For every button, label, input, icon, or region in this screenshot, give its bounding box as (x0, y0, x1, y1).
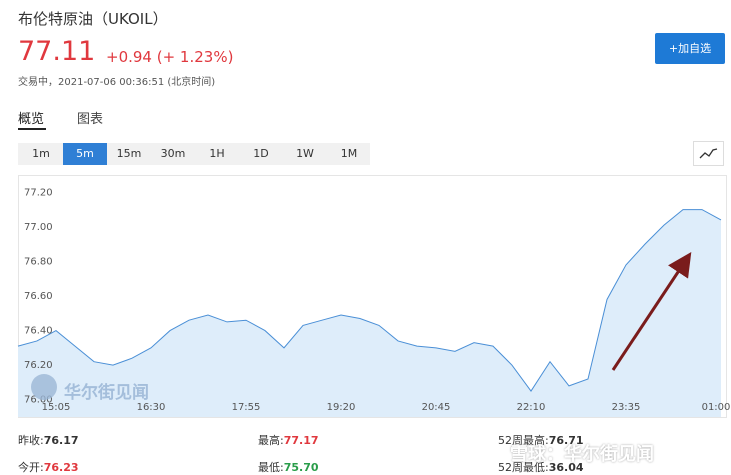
stat-value: 76.23 (43, 461, 79, 474)
x-tick-label: 16:30 (137, 402, 166, 413)
stat-label: 昨收: (18, 434, 44, 447)
stat: 昨收:76.17 (18, 432, 79, 448)
y-tick-label: 76.60 (24, 291, 53, 302)
x-tick-label: 01:00 (702, 402, 731, 413)
stat-value: 75.70 (283, 461, 319, 474)
stat-value: 76.17 (43, 434, 79, 447)
chart-style-button[interactable] (693, 141, 724, 166)
x-tick-label: 19:20 (327, 402, 356, 413)
interval-button[interactable]: 15m (116, 147, 142, 160)
stat: 52周最高:76.71 (498, 432, 584, 448)
stat: 最高:77.17 (258, 432, 319, 448)
x-tick-label: 15:05 (42, 402, 71, 413)
interval-button[interactable]: 30m (160, 147, 186, 160)
price: 77.11 (18, 36, 96, 67)
annotation-arrow (611, 252, 692, 371)
interval-button[interactable]: 1D (253, 147, 269, 160)
x-tick-label: 17:55 (232, 402, 261, 413)
stat-label: 今开: (18, 461, 44, 474)
y-tick-label: 76.80 (24, 256, 53, 267)
tab-underline (18, 128, 46, 130)
stat-label: 52周最低: (498, 461, 549, 474)
watermark-source: 雪球：华尔街见闻 (510, 444, 654, 465)
stat-value: 36.04 (548, 461, 584, 474)
y-tick-label: 76.00 (24, 395, 53, 406)
status: 交易中，2021-07-06 00:36:51 (北京时间) (18, 77, 216, 88)
stat-value: 77.17 (283, 434, 319, 447)
stat-value: 76.71 (548, 434, 584, 447)
interval-button[interactable]: 1M (340, 147, 358, 160)
area-fill (18, 209, 721, 417)
y-tick-label: 77.00 (24, 222, 53, 233)
stat: 52周最低:36.04 (498, 459, 584, 475)
x-tick-label: 23:35 (612, 402, 641, 413)
stat-label: 最高: (258, 434, 284, 447)
interval-button[interactable]: 1m (32, 147, 50, 160)
add-watchlist-button[interactable]: +加自选 (655, 33, 725, 64)
stat-label: 最低: (258, 461, 284, 474)
watermark-logo: 华尔街见闻 (64, 383, 149, 403)
change: +0.94 (+ 1.23%) (106, 48, 234, 66)
watermark-logo-icon (31, 374, 57, 400)
interval-button-selected[interactable]: 5m (63, 143, 107, 165)
x-tick-label: 20:45 (422, 402, 451, 413)
y-tick-label: 77.20 (24, 187, 53, 198)
x-tick-label: 22:10 (517, 402, 546, 413)
tab-chart[interactable]: 图表 (77, 112, 104, 127)
price-line (17, 209, 722, 392)
stat: 今开:76.23 (18, 459, 79, 475)
stat-label: 52周最高: (498, 434, 549, 447)
stat: 最低:75.70 (258, 459, 319, 475)
interval-button[interactable]: 1W (296, 147, 314, 160)
y-tick-label: 76.40 (24, 326, 53, 337)
title: 布伦特原油（UKOIL） (18, 10, 168, 28)
tab-overview[interactable]: 概览 (18, 112, 45, 127)
interval-button[interactable]: 1H (209, 147, 225, 160)
y-tick-label: 76.20 (24, 360, 53, 371)
